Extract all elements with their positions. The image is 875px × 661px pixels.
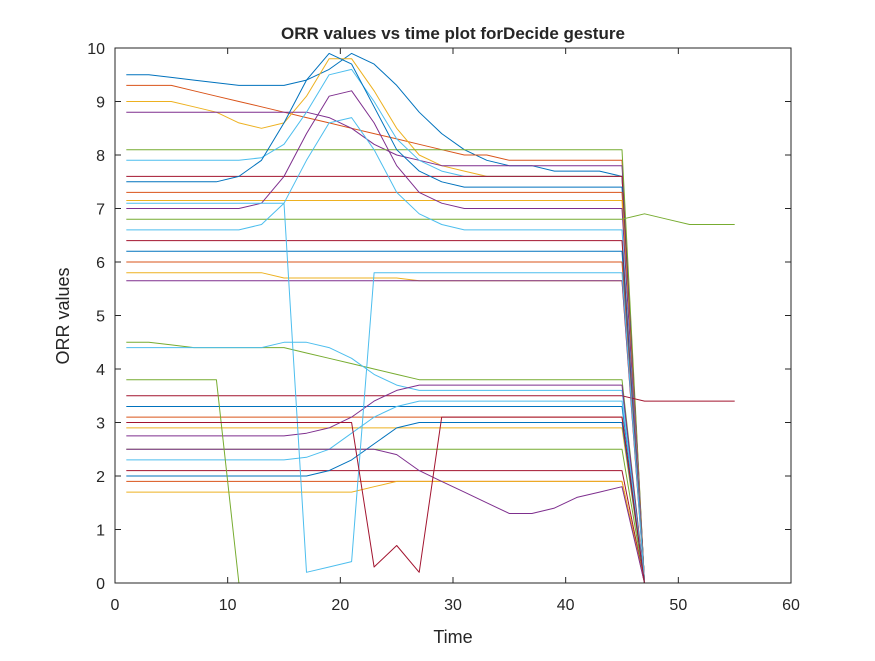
series-line — [126, 149, 735, 584]
series-line — [126, 448, 735, 584]
x-axis-label: Time — [433, 627, 472, 647]
series-line — [126, 470, 735, 584]
x-tick-label: 40 — [557, 597, 575, 614]
series-line — [126, 384, 735, 584]
y-tick-label: 8 — [96, 148, 105, 165]
series-line — [126, 400, 735, 584]
x-tick-label: 20 — [331, 597, 349, 614]
y-tick-label: 7 — [96, 202, 105, 219]
x-tick-label: 10 — [219, 597, 237, 614]
y-tick-label: 0 — [96, 576, 105, 593]
x-tick-label: 60 — [782, 597, 800, 614]
series-line — [126, 202, 735, 584]
plot-area — [115, 48, 791, 583]
y-tick-label: 2 — [96, 469, 105, 486]
y-tick-label: 5 — [96, 309, 105, 326]
y-tick-label: 10 — [87, 41, 105, 58]
y-tick-label: 6 — [96, 255, 105, 272]
series-line — [126, 90, 735, 584]
y-tick-label: 3 — [96, 416, 105, 433]
series-line — [126, 480, 735, 584]
chart-title: ORR values vs time plot forDecide gestur… — [281, 24, 625, 43]
tick-layer: 0 10 20 30 40 50 60 0 1 2 3 4 5 6 7 8 9 10 — [87, 41, 800, 614]
series-line — [126, 416, 735, 584]
y-axis-label: ORR values — [53, 267, 73, 364]
y-tick-label: 4 — [96, 362, 105, 379]
x-tick-label: 0 — [111, 597, 120, 614]
x-tick-label: 30 — [444, 597, 462, 614]
y-tick-label: 9 — [96, 95, 105, 112]
series-line — [126, 395, 735, 402]
x-tick-label: 50 — [669, 597, 687, 614]
series-layer — [126, 52, 735, 584]
y-tick-label: 1 — [96, 523, 105, 540]
